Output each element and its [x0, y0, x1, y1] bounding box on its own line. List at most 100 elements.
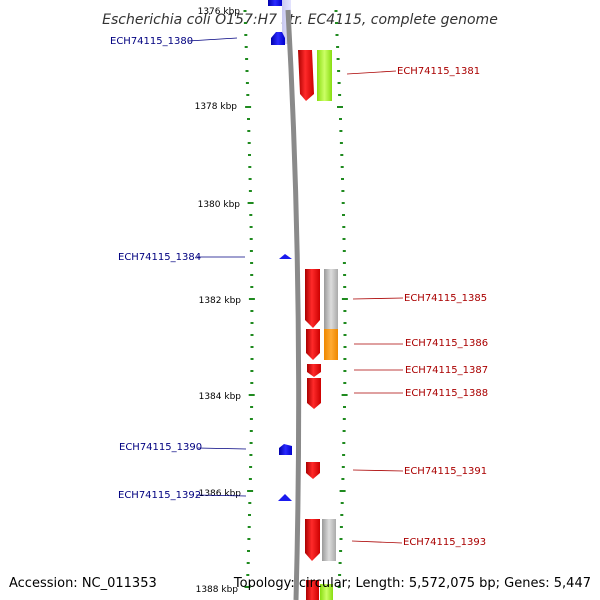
right-scale-tick [339, 142, 343, 144]
kbp-label-1380: 1380 kbp [198, 200, 241, 210]
left-scale-tick [250, 382, 254, 384]
gene-ECH74115_1393[interactable] [305, 519, 320, 561]
left-scale-tick [250, 334, 254, 336]
gene-forward-partial-top [268, 0, 282, 6]
left-scale-tick [250, 322, 254, 324]
cog-ECH74115_1385 [324, 269, 338, 329]
right-scale-tick [342, 214, 345, 216]
gene-ECH74115_1388[interactable] [307, 378, 321, 409]
right-scale-tick [343, 406, 346, 408]
left-scale-tick [245, 106, 252, 108]
right-scale-tick [338, 94, 342, 96]
kbp-label-1386: 1386 kbp [199, 489, 242, 499]
left-scale-tick [249, 418, 253, 420]
accession-text: Accession: NC_011353 [9, 576, 157, 591]
gene-ECH74115_1386[interactable] [306, 329, 320, 360]
left-scale-tick [247, 526, 251, 528]
right-scale-tick [342, 262, 346, 264]
right-scale-tick [342, 238, 346, 240]
genome-title: Escherichia coli O157:H7 str. EC4115, co… [102, 12, 498, 28]
kbp-label-1388: 1388 kbp [196, 585, 239, 595]
kbp-label-1376: 1376 kbp [198, 7, 241, 17]
left-scale-tick [248, 298, 255, 300]
label-ECH74115_1380[interactable]: ECH74115_1380 [110, 36, 193, 47]
label-ECH74115_1391[interactable]: ECH74115_1391 [404, 466, 487, 477]
left-scale-tick [247, 118, 250, 120]
leader-ECH74115_1390 [197, 447, 247, 450]
label-ECH74115_1385[interactable]: ECH74115_1385 [404, 293, 487, 304]
right-scale-tick [335, 22, 338, 24]
gene-ECH74115_1381[interactable] [298, 50, 314, 101]
label-ECH74115_1381[interactable]: ECH74115_1381 [397, 66, 480, 77]
left-scale-tick [248, 502, 252, 504]
right-scale-tick [340, 502, 344, 504]
right-scale-tick [339, 526, 343, 528]
cog-ECH74115_1393 [322, 519, 336, 561]
left-scale-tick [249, 442, 253, 444]
left-scale-tick [248, 478, 252, 480]
right-scale-tick [339, 118, 342, 120]
left-scale-tick [248, 394, 255, 396]
right-scale-tick [337, 586, 341, 588]
right-scale-tick [343, 286, 347, 288]
left-scale-tick [245, 82, 249, 84]
gene-ECH74115_1391[interactable] [306, 462, 320, 479]
left-scale-tick [250, 370, 254, 372]
right-scale-tick [341, 478, 345, 480]
left-scale-tick [249, 454, 253, 456]
right-scale-tick [342, 250, 346, 252]
leader-ECH74115_1393 [351, 540, 403, 544]
gene-ECH74115_1380[interactable] [271, 32, 285, 45]
right-scale-tick [343, 346, 347, 348]
left-scale-tick [247, 550, 250, 552]
right-scale-tick [343, 358, 347, 360]
label-ECH74115_1387[interactable]: ECH74115_1387 [405, 365, 488, 376]
left-scale-tick [248, 190, 252, 192]
left-scale-tick [246, 574, 250, 576]
right-scale-tick [341, 190, 345, 192]
kbp-label-1384: 1384 kbp [199, 392, 242, 402]
left-scale-tick [244, 34, 248, 36]
gene-ECH74115_1387[interactable] [307, 364, 321, 377]
left-scale-tick [250, 406, 254, 408]
left-scale-tick [244, 46, 248, 48]
left-scale-tick [249, 226, 253, 228]
label-ECH74115_1392[interactable]: ECH74115_1392 [118, 490, 201, 501]
left-scale-tick [249, 430, 253, 432]
right-scale-tick [341, 394, 348, 396]
right-scale-tick [335, 34, 339, 36]
label-ECH74115_1390[interactable]: ECH74115_1390 [119, 442, 202, 453]
label-ECH74115_1388[interactable]: ECH74115_1388 [405, 388, 488, 399]
right-scale-tick [338, 574, 342, 576]
right-scale-tick [343, 370, 347, 372]
cog-ECH74115_1381 [317, 50, 332, 101]
gene-ECH74115_1385[interactable] [305, 269, 320, 328]
leader-ECH74115_1385 [352, 297, 404, 300]
label-ECH74115_1393[interactable]: ECH74115_1393 [403, 537, 486, 548]
gene-ECH74115_1390[interactable] [279, 444, 292, 455]
left-scale-tick [249, 466, 253, 468]
left-scale-tick [247, 202, 254, 204]
right-scale-tick [342, 442, 346, 444]
label-ECH74115_1386[interactable]: ECH74115_1386 [405, 338, 488, 349]
topology-text: Topology: circular; Length: 5,572,075 bp… [233, 576, 591, 591]
kbp-label-1382: 1382 kbp [199, 296, 242, 306]
leader-ECH74115_1391 [352, 469, 404, 472]
left-scale-tick [245, 70, 249, 72]
gene-ECH74115_1384[interactable] [279, 254, 292, 259]
left-scale-tick [247, 538, 251, 540]
right-scale-tick [342, 226, 346, 228]
cog-ECH74115_1386 [324, 329, 338, 360]
right-scale-tick [340, 514, 344, 516]
label-ECH74115_1384[interactable]: ECH74115_1384 [118, 252, 201, 263]
left-scale-tick [246, 562, 250, 564]
gene-ECH74115_1392[interactable] [278, 494, 292, 501]
right-scale-tick [342, 418, 346, 420]
scale-ticks-left [243, 10, 255, 588]
left-scale-tick [250, 262, 254, 264]
left-scale-tick [247, 130, 251, 132]
left-scale-tick [250, 286, 254, 288]
right-scale-tick [339, 130, 343, 132]
right-scale-tick [340, 166, 344, 168]
